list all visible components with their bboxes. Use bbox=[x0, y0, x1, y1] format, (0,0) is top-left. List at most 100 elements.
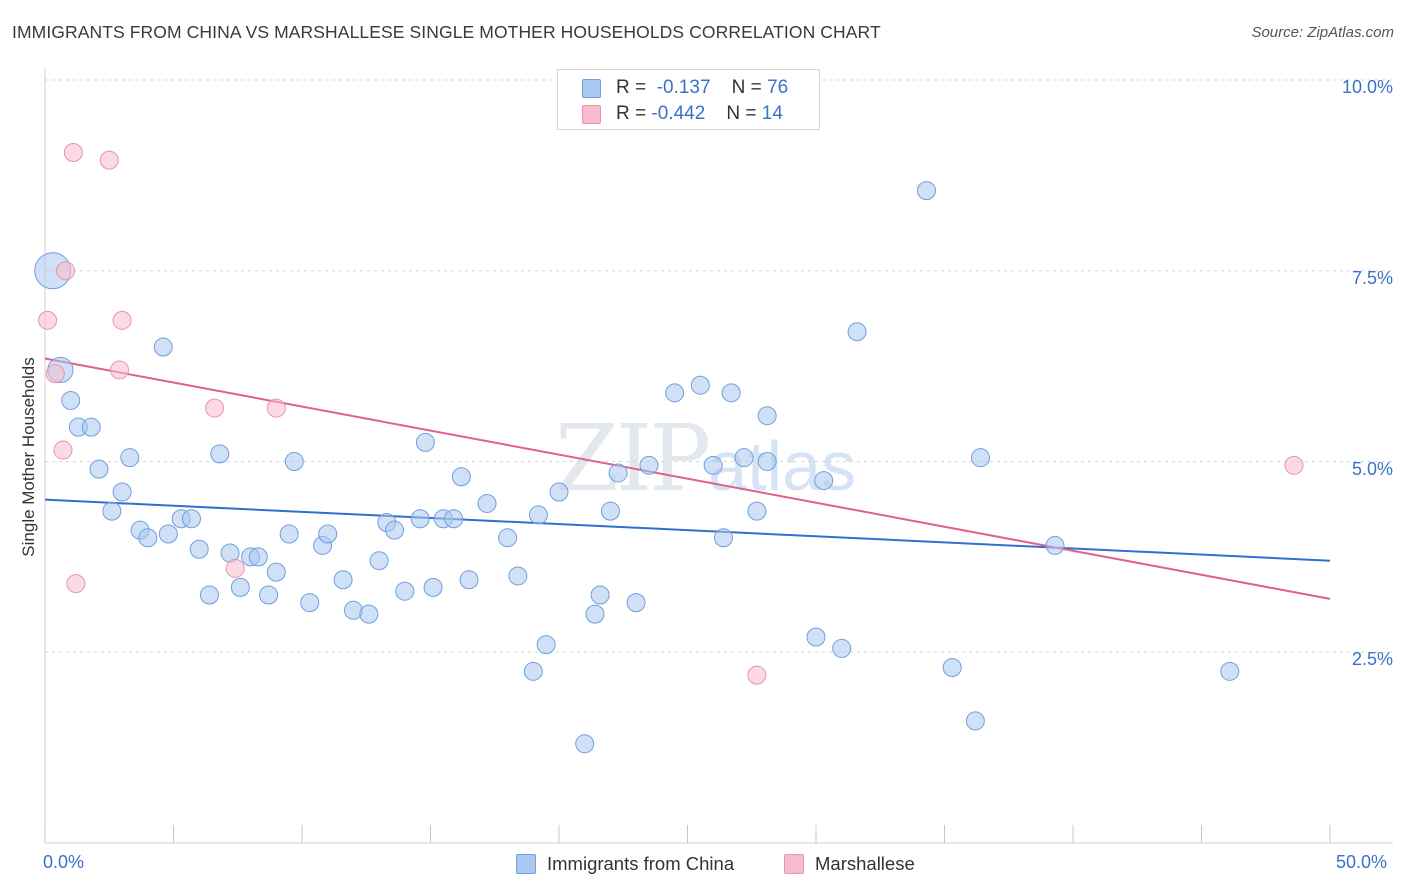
data-point-china bbox=[549, 482, 569, 502]
data-point-marshallese bbox=[205, 398, 225, 418]
y-tick-label: 10.0% bbox=[1341, 77, 1393, 97]
trend-line-china bbox=[44, 498, 1331, 562]
data-point-china bbox=[102, 501, 122, 521]
r-value: -0.137 bbox=[656, 77, 711, 98]
data-point-china bbox=[498, 528, 518, 548]
data-point-china bbox=[626, 593, 646, 613]
data-point-china bbox=[112, 482, 132, 502]
data-point-china bbox=[917, 181, 937, 201]
data-point-marshallese bbox=[56, 261, 76, 281]
r-label: R = bbox=[616, 77, 647, 98]
data-point-china bbox=[359, 604, 379, 624]
data-point-china bbox=[1045, 535, 1065, 555]
data-point-china bbox=[523, 661, 543, 681]
n-value: 14 bbox=[761, 103, 783, 124]
y-tick-label: 5.0% bbox=[1351, 458, 1393, 479]
data-point-china bbox=[713, 528, 733, 548]
data-point-marshallese bbox=[1284, 455, 1304, 475]
data-point-marshallese bbox=[747, 665, 767, 685]
data-point-china bbox=[189, 539, 209, 559]
data-point-china bbox=[89, 459, 109, 479]
data-point-china bbox=[508, 566, 528, 586]
data-point-china bbox=[690, 375, 710, 395]
source-label: Source: ZipAtlas.com bbox=[1251, 24, 1394, 41]
trend-lines bbox=[44, 357, 1331, 600]
trend-line-marshallese bbox=[44, 357, 1331, 600]
data-points bbox=[34, 142, 1304, 754]
data-point-marshallese bbox=[99, 150, 119, 170]
data-point-china bbox=[210, 444, 230, 464]
bottom-legend-swatch bbox=[784, 854, 804, 874]
data-point-china bbox=[585, 604, 605, 624]
data-point-china bbox=[703, 455, 723, 475]
legend-swatch-marshallese bbox=[582, 105, 601, 124]
n-label: N = bbox=[726, 103, 757, 124]
axes bbox=[44, 68, 1393, 844]
data-point-marshallese bbox=[45, 364, 65, 384]
legend-text: R = -0.137 N = 76 bbox=[616, 77, 788, 99]
data-point-china bbox=[333, 570, 353, 590]
data-point-marshallese bbox=[66, 574, 86, 594]
data-point-china bbox=[61, 390, 81, 410]
data-point-china bbox=[734, 448, 754, 468]
r-value: -0.442 bbox=[651, 103, 706, 124]
data-point-china bbox=[318, 524, 338, 544]
data-point-china bbox=[415, 432, 435, 452]
y-axis-label: Single Mother Households bbox=[19, 357, 38, 557]
bottom-legend-label: Immigrants from China bbox=[547, 853, 735, 874]
data-point-china bbox=[477, 493, 497, 513]
data-point-china bbox=[410, 509, 430, 529]
data-point-china bbox=[423, 577, 443, 597]
data-point-china bbox=[259, 585, 279, 605]
data-point-china bbox=[608, 463, 628, 483]
data-point-marshallese bbox=[266, 398, 286, 418]
data-point-marshallese bbox=[112, 310, 132, 330]
data-point-china bbox=[528, 505, 548, 525]
data-point-china bbox=[266, 562, 286, 582]
data-point-china bbox=[832, 638, 852, 658]
data-point-china bbox=[300, 593, 320, 613]
correlation-legend: R = -0.137 N = 76 R = -0.442 N = 14 bbox=[557, 69, 820, 130]
r-label: R = bbox=[616, 103, 647, 124]
data-point-china bbox=[459, 570, 479, 590]
data-point-china bbox=[639, 455, 659, 475]
x-tick-label: 50.0% bbox=[1336, 852, 1388, 872]
data-point-china bbox=[757, 406, 777, 426]
legend-swatch-china bbox=[582, 79, 601, 98]
watermark-atlas: atlas bbox=[708, 427, 857, 505]
n-label: N = bbox=[731, 77, 762, 98]
data-point-china bbox=[575, 734, 595, 754]
data-point-china bbox=[965, 711, 985, 731]
grid-lines bbox=[45, 79, 1393, 653]
data-point-china bbox=[279, 524, 299, 544]
data-point-china bbox=[81, 417, 101, 437]
data-point-china bbox=[120, 448, 140, 468]
data-point-china bbox=[248, 547, 268, 567]
data-point-china bbox=[600, 501, 620, 521]
y-tick-label: 7.5% bbox=[1351, 267, 1393, 288]
data-point-china bbox=[385, 520, 405, 540]
x-tick-label: 0.0% bbox=[43, 852, 85, 872]
data-point-china bbox=[230, 577, 250, 597]
data-point-china bbox=[153, 337, 173, 357]
data-point-china bbox=[138, 528, 158, 548]
data-point-china bbox=[970, 448, 990, 468]
data-point-china bbox=[181, 509, 201, 529]
data-point-marshallese bbox=[53, 440, 73, 460]
data-point-china bbox=[369, 551, 389, 571]
data-point-marshallese bbox=[225, 558, 245, 578]
data-point-marshallese bbox=[38, 310, 58, 330]
data-point-china bbox=[665, 383, 685, 403]
legend-text: R = -0.442 N = 14 bbox=[616, 103, 783, 125]
data-point-china bbox=[199, 585, 219, 605]
data-point-china bbox=[284, 452, 304, 471]
data-point-china bbox=[942, 658, 962, 678]
y-tick-label: 2.5% bbox=[1351, 649, 1393, 670]
data-point-china bbox=[814, 471, 834, 491]
data-point-china bbox=[1220, 661, 1240, 681]
data-point-china bbox=[536, 635, 556, 655]
bottom-legend-label: Marshallese bbox=[815, 853, 915, 874]
data-point-china bbox=[158, 524, 178, 544]
data-point-china bbox=[757, 452, 777, 471]
